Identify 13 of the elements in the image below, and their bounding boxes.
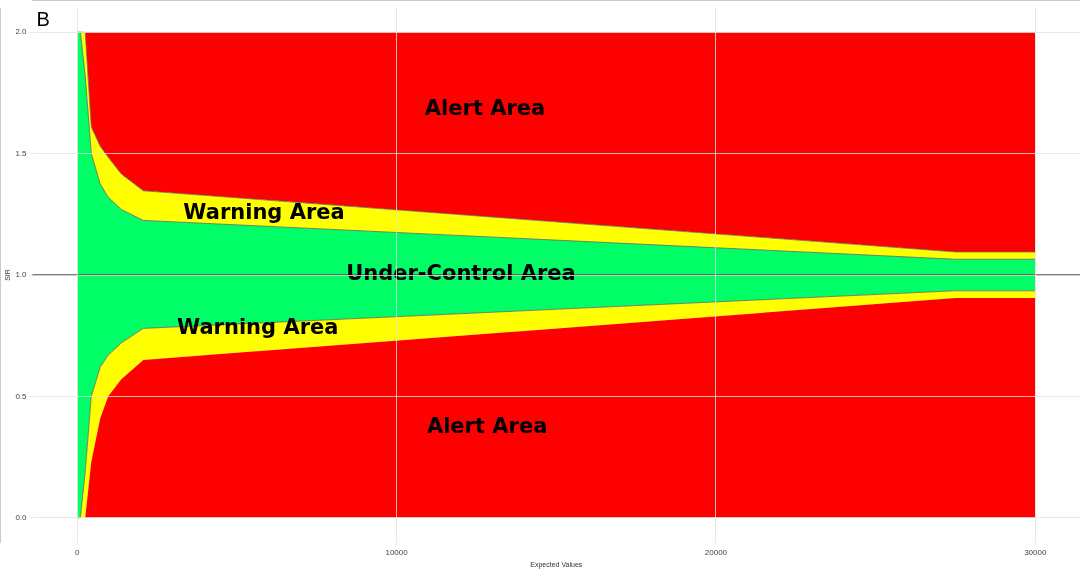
x-tick-label: 20000	[704, 548, 728, 557]
annotation: Alert Area	[426, 414, 548, 439]
y-tick-label: 0.5	[15, 391, 28, 401]
y-tick-label: 1.0	[15, 270, 28, 280]
annotation: Alert Area	[424, 95, 546, 120]
y-tick-label: 1.5	[15, 148, 28, 158]
chart-title: B	[36, 7, 50, 30]
annotation: Warning Area	[183, 200, 345, 225]
x-tick-label: 10000	[385, 548, 409, 557]
x-tick-label: 30000	[1024, 548, 1047, 557]
y-tick-label: 0.0	[15, 512, 28, 522]
x-tick-label: 0	[75, 548, 80, 557]
y-tick-label: 2.0	[15, 27, 28, 37]
